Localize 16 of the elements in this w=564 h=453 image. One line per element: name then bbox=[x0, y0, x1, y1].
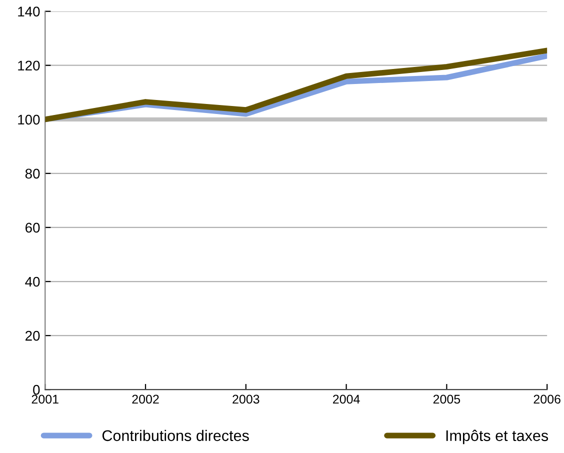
y-tick-label: 60 bbox=[26, 222, 40, 233]
x-tick-label: 2001 bbox=[32, 394, 58, 404]
legend-label: Contributions directes bbox=[102, 430, 249, 442]
y-tick-label: 120 bbox=[18, 60, 40, 71]
y-tick-label: 0 bbox=[33, 384, 40, 395]
x-tick-label: 2002 bbox=[132, 394, 159, 404]
legend-label: Impôts et taxes bbox=[446, 430, 548, 444]
x-tick-label: 2005 bbox=[433, 394, 460, 404]
y-tick-label: 40 bbox=[25, 276, 40, 287]
x-tick-label: 2006 bbox=[534, 394, 560, 404]
x-tick-label: 2003 bbox=[232, 394, 260, 404]
y-tick-label: 100 bbox=[18, 114, 40, 125]
y-tick-label: 20 bbox=[26, 330, 40, 341]
y-tick-label: 140 bbox=[18, 6, 40, 16]
x-tick-label: 2004 bbox=[333, 394, 360, 404]
y-tick-label: 80 bbox=[25, 168, 40, 179]
